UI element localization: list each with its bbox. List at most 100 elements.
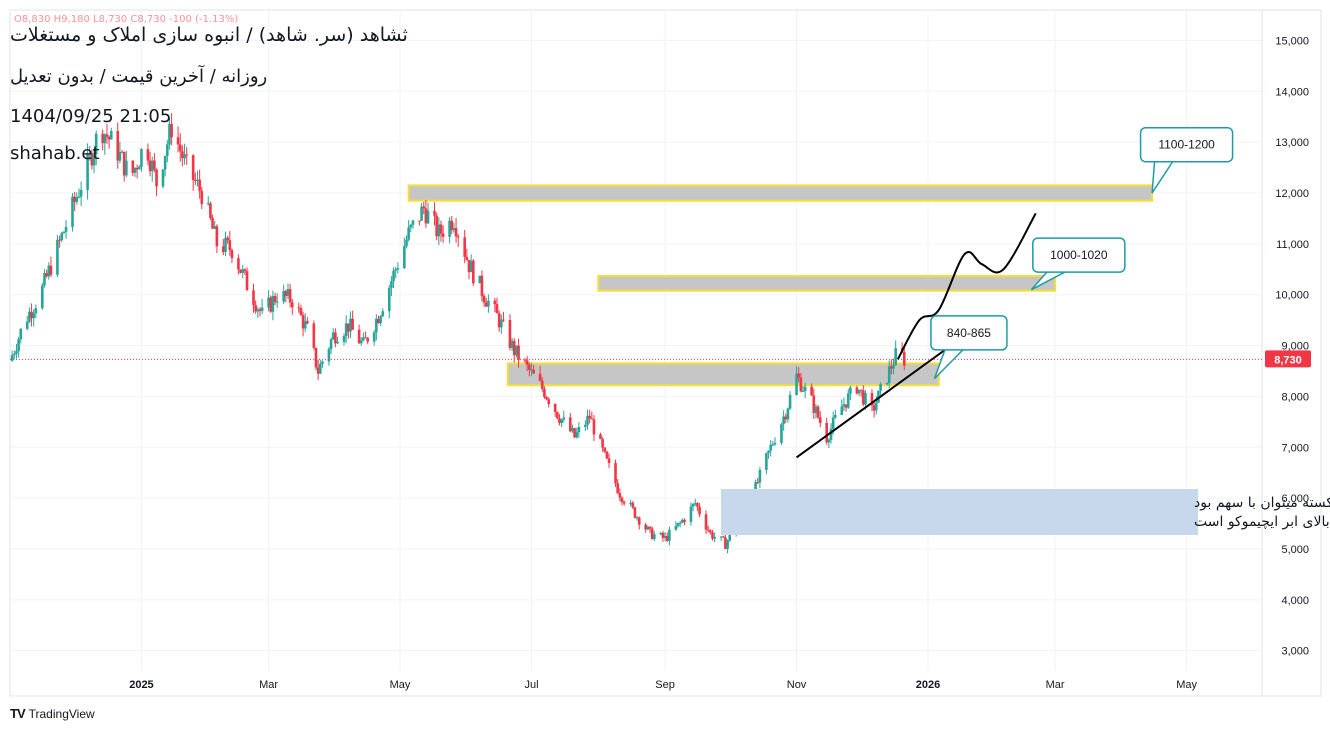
candle (756, 477, 760, 485)
candle-body (150, 160, 154, 172)
candle-body (161, 169, 165, 187)
candle (487, 294, 490, 313)
candle-body (603, 447, 607, 452)
candle-body (510, 340, 514, 348)
candle (467, 259, 471, 280)
candle (758, 467, 762, 489)
candle-body (691, 503, 695, 507)
candle-body (90, 153, 94, 166)
candle-body (801, 391, 805, 393)
candle-body (135, 167, 139, 170)
candle-body (810, 386, 813, 396)
candle-body (43, 273, 46, 286)
candle-body (411, 220, 415, 225)
candle-body (659, 532, 663, 535)
candle (290, 298, 294, 315)
candle-body (351, 318, 354, 330)
candle (245, 267, 249, 291)
candle-body (215, 226, 219, 247)
candle-body (515, 345, 518, 356)
candle (803, 383, 807, 399)
candle-body (857, 389, 861, 394)
candle (631, 500, 635, 509)
candle-body (13, 353, 16, 356)
candle (857, 389, 861, 396)
candle (493, 297, 497, 313)
candle (403, 237, 406, 270)
price-axis: 3,000 4,000 5,000 6,000 7,000 8,000 9,000 10,00… (1275, 36, 1309, 658)
candle-body (484, 302, 488, 307)
chart-grid (10, 10, 1263, 696)
candle (573, 427, 576, 439)
candle-body (314, 347, 318, 368)
candle-body (577, 427, 581, 433)
candle (77, 188, 81, 199)
callout-label: 840-865 (947, 326, 991, 340)
candle (674, 521, 678, 531)
last-price-label: 8,730 (1274, 354, 1302, 366)
tradingview-brand[interactable]: TV TradingView (10, 706, 95, 721)
candle (862, 385, 865, 407)
candle (773, 437, 777, 446)
candle (842, 397, 846, 412)
candle-body (206, 203, 210, 205)
candle-body (855, 387, 859, 394)
tradingview-logo-icon: TV (10, 706, 26, 721)
candle (125, 150, 128, 178)
candle-body (862, 390, 865, 405)
candle (877, 390, 880, 403)
candle-body (299, 308, 303, 316)
candle-body (588, 415, 591, 419)
candle-body (885, 382, 889, 385)
candle-body (237, 258, 240, 270)
candle-body (342, 335, 346, 342)
candle (801, 385, 805, 393)
candle-body (86, 154, 89, 191)
candle-body (435, 215, 438, 237)
y-tick-label: 3,000 (1281, 646, 1309, 658)
last-price-badge (1265, 350, 1311, 368)
candle (696, 502, 699, 512)
candle-body (125, 160, 128, 176)
candle (418, 220, 421, 226)
candle-body (859, 389, 863, 391)
candle (122, 151, 126, 182)
candle (396, 262, 400, 274)
ohlc-legend: O8,830 H9,180 L8,730 C8,730 -100 (-1.13%… (14, 14, 239, 25)
candlestick-series (10, 113, 906, 554)
candle-body (767, 450, 770, 454)
candle-body (842, 404, 846, 407)
candle-body (773, 442, 777, 445)
candle-body (724, 537, 727, 549)
candle-body (77, 196, 81, 198)
callout-pointer (1151, 161, 1174, 194)
candle-body (799, 377, 803, 392)
candle-body (870, 393, 874, 406)
candle (88, 145, 92, 161)
candle-body (282, 291, 285, 302)
candle (299, 304, 303, 316)
candle (553, 403, 557, 417)
candle (62, 231, 66, 234)
candle-body (495, 304, 499, 314)
candle (870, 389, 874, 412)
candle (103, 133, 107, 155)
candle (140, 148, 143, 172)
candle-body (260, 307, 264, 311)
candle (237, 254, 240, 275)
candle-body (290, 302, 294, 308)
candle (689, 502, 693, 526)
candle (540, 377, 544, 392)
candle (196, 170, 199, 187)
candle-body (273, 296, 277, 303)
candle (706, 525, 710, 533)
candle-body (213, 226, 217, 229)
candle-body (683, 519, 686, 522)
candle-body (834, 414, 837, 418)
analysis-note: تا زمانی که خط روند مشکی نشکسته میتوان ب… (721, 489, 1330, 535)
candle-body (297, 307, 301, 309)
candle (271, 290, 275, 321)
candle (545, 395, 548, 401)
candle-body (528, 364, 531, 370)
